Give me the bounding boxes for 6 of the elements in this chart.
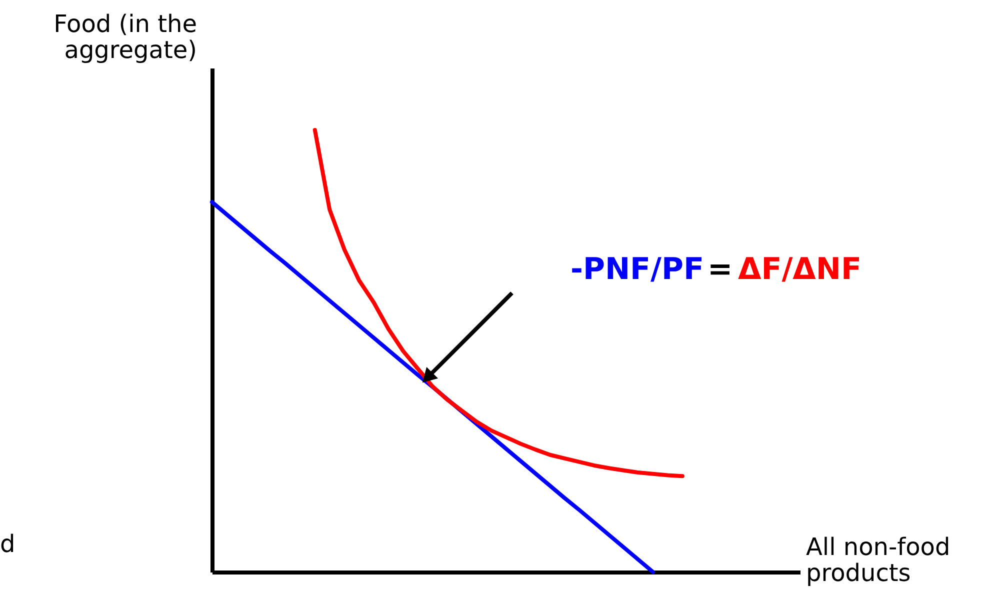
- annotation: =: [707, 252, 733, 287]
- y-axis-title: Food (in the aggregate): [54, 10, 197, 64]
- x-axis-title: All non-food products: [806, 533, 950, 587]
- text: d: [0, 530, 16, 558]
- annotation: -PNF/PF: [570, 252, 704, 287]
- annotation: ΔF/ΔNF: [738, 252, 862, 287]
